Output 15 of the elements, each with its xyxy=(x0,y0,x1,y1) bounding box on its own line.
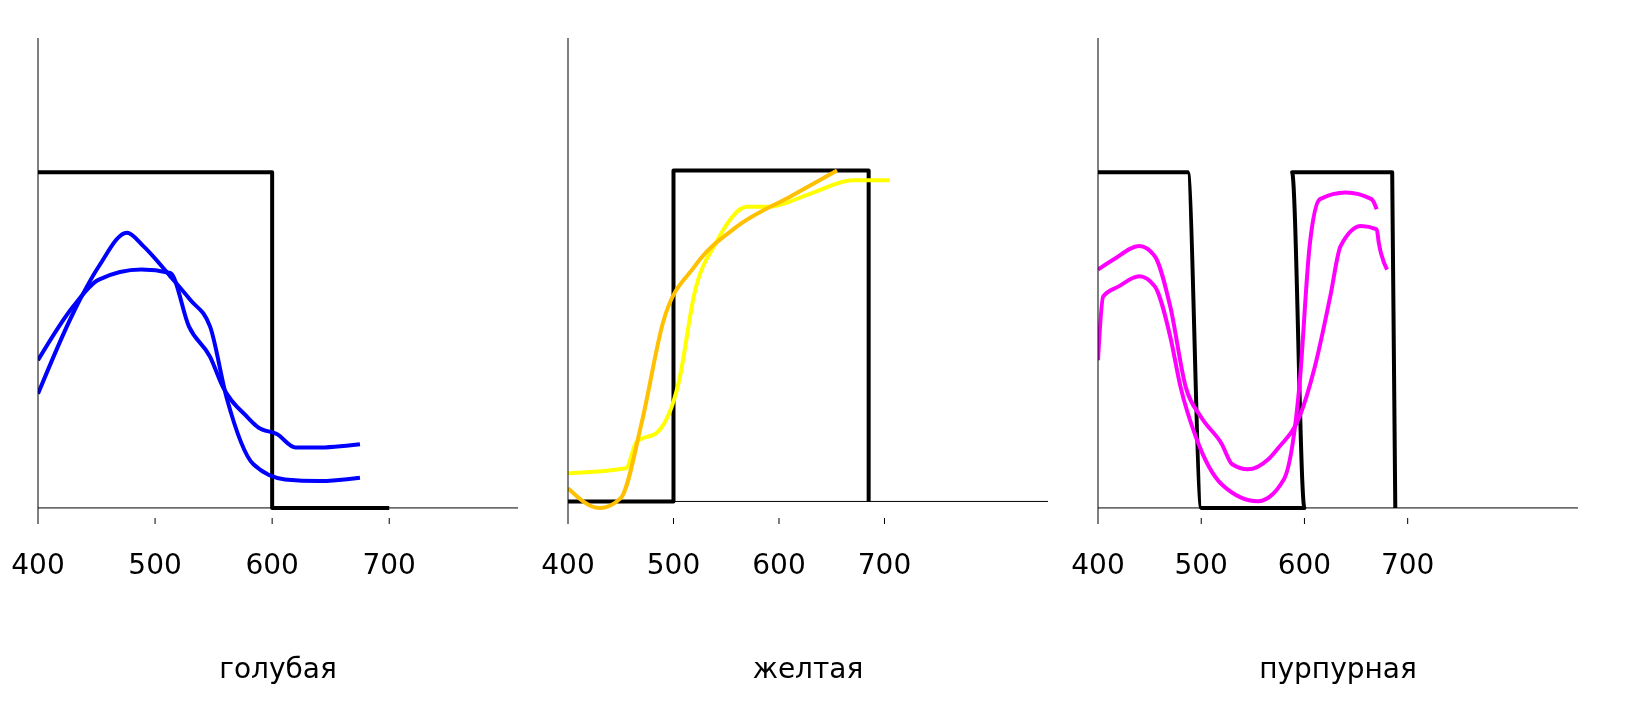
x-tick-label: 500 xyxy=(128,547,182,581)
x-tick-label: 600 xyxy=(752,547,806,581)
x-tick-label: 700 xyxy=(857,547,912,581)
x-axis-title: желтая xyxy=(752,652,864,685)
x-tick-label: 700 xyxy=(362,547,416,581)
x-tick-label: 400 xyxy=(11,547,65,581)
x-axis-title: пурпурная xyxy=(1259,652,1417,685)
x-tick-label: 400 xyxy=(1071,547,1125,581)
x-axis-title: голубая xyxy=(219,652,337,685)
x-tick-label: 500 xyxy=(1174,547,1228,581)
x-tick-label: 600 xyxy=(245,547,299,581)
x-tick-label: 600 xyxy=(1277,547,1332,581)
x-tick-label: 400 xyxy=(541,547,595,581)
x-tick-label: 500 xyxy=(646,547,701,581)
x-tick-label: 700 xyxy=(1380,547,1435,581)
